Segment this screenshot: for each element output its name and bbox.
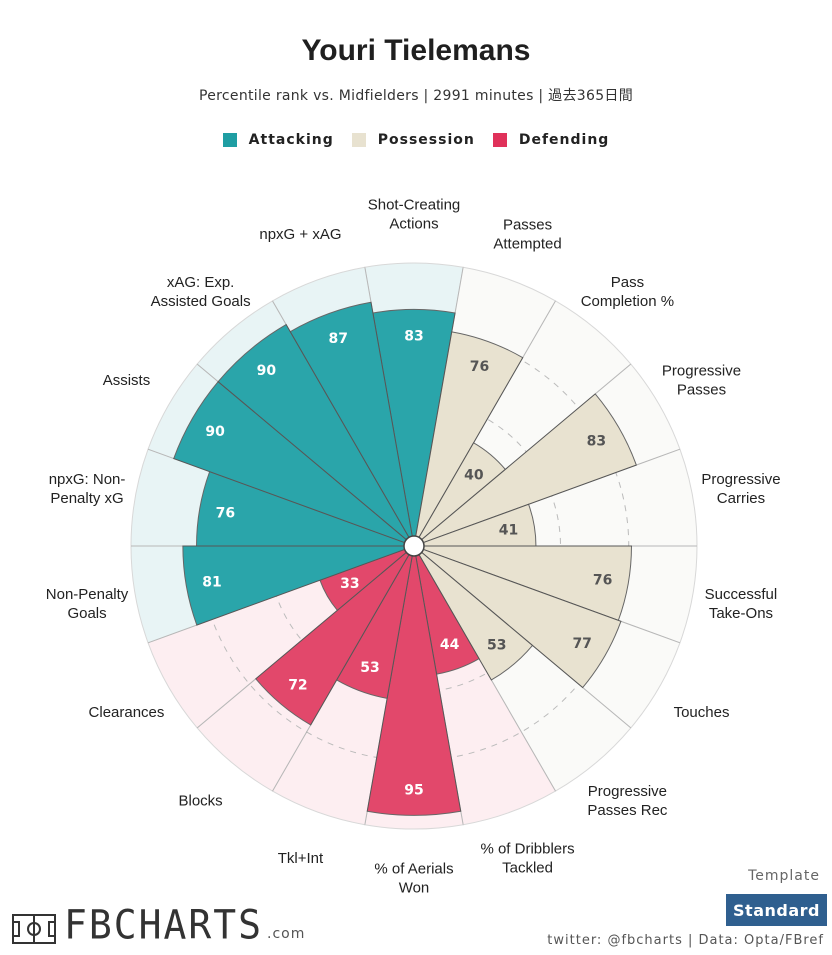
metric-label: Progressive Passes Rec	[587, 783, 668, 819]
hub	[403, 535, 425, 557]
spoke	[418, 554, 556, 792]
metric-label: Progressive Passes	[662, 363, 741, 399]
value-label: 76	[593, 572, 612, 588]
logo-text: FBCHARTS	[64, 901, 264, 949]
legend-item-attacking: Attacking	[222, 132, 334, 148]
metric-label: xAG: Exp. Assisted Goals	[151, 274, 251, 310]
legend-label-attacking: Attacking	[248, 132, 334, 148]
credits: twitter: @fbcharts | Data: Opta/FBref	[547, 933, 824, 948]
spoke	[423, 548, 681, 644]
value-label: 41	[499, 522, 518, 538]
value-label: 90	[205, 424, 225, 440]
metric-label: Progressive Carries	[701, 471, 780, 507]
value-label: 90	[257, 363, 277, 379]
value-label: 83	[587, 434, 606, 450]
metric-label: Successful Take-Ons	[705, 586, 778, 622]
metric-label: % of Aerials Won	[374, 861, 453, 897]
metric-label: npxG: Non-Penalty xG	[49, 471, 126, 507]
value-label: 87	[328, 331, 347, 347]
legend-item-possession: Possession	[351, 132, 475, 148]
spoke	[196, 552, 407, 729]
metric-label: npxG + xAG	[259, 226, 341, 243]
value-label: 72	[288, 677, 307, 693]
metric-label: Non-Penalty Goals	[46, 586, 129, 622]
legend-label-defending: Defending	[518, 132, 610, 148]
metric-label: Pass Completion %	[581, 274, 674, 310]
metric-label: Blocks	[179, 792, 223, 809]
spoke	[147, 548, 405, 644]
metric-label: Touches	[674, 704, 730, 721]
value-label: 53	[487, 638, 506, 654]
spoke	[364, 555, 413, 825]
value-label: 81	[202, 575, 221, 591]
value-label: 77	[572, 636, 591, 652]
legend: Attacking Possession Defending	[0, 132, 832, 148]
spoke	[415, 267, 464, 537]
template-label: Template	[748, 868, 820, 884]
value-label: 44	[440, 637, 460, 653]
spoke	[272, 300, 410, 538]
spoke	[272, 554, 410, 792]
chart-subtitle: Percentile rank vs. Midfielders | 2991 m…	[199, 88, 633, 104]
legend-item-defending: Defending	[492, 132, 610, 148]
metric-label: Clearances	[89, 704, 165, 721]
value-label: 83	[404, 328, 423, 344]
value-label: 76	[470, 359, 489, 375]
spoke	[364, 267, 413, 537]
value-label: 95	[404, 782, 423, 798]
spoke	[418, 300, 556, 538]
value-label: 76	[216, 506, 235, 522]
legend-label-possession: Possession	[377, 132, 475, 148]
spoke	[415, 555, 464, 825]
spoke	[196, 363, 407, 540]
legend-swatch-attacking	[222, 133, 237, 147]
value-label: 53	[360, 660, 379, 676]
legend-swatch-possession	[351, 133, 366, 147]
metric-label: Shot-Creating Actions	[368, 197, 461, 233]
pitch-icon	[12, 914, 56, 944]
metric-label: Assists	[103, 372, 151, 389]
metric-label: % of Dribblers Tackled	[480, 840, 574, 876]
spoke	[147, 448, 405, 544]
logo-suffix: .com	[267, 926, 306, 942]
spoke	[423, 448, 681, 544]
metric-label: Passes Attempted	[493, 217, 561, 253]
value-label: 40	[464, 468, 484, 484]
chart-title: Youri Tielemans	[301, 34, 531, 67]
legend-swatch-defending	[492, 133, 507, 147]
metric-label: Tkl+Int	[278, 850, 324, 867]
spoke	[421, 363, 632, 540]
value-label: 33	[340, 576, 359, 592]
fbcharts-logo: FBCHARTS .com	[12, 901, 306, 949]
template-selector-button[interactable]: Standard	[726, 894, 827, 926]
spoke	[421, 552, 632, 729]
